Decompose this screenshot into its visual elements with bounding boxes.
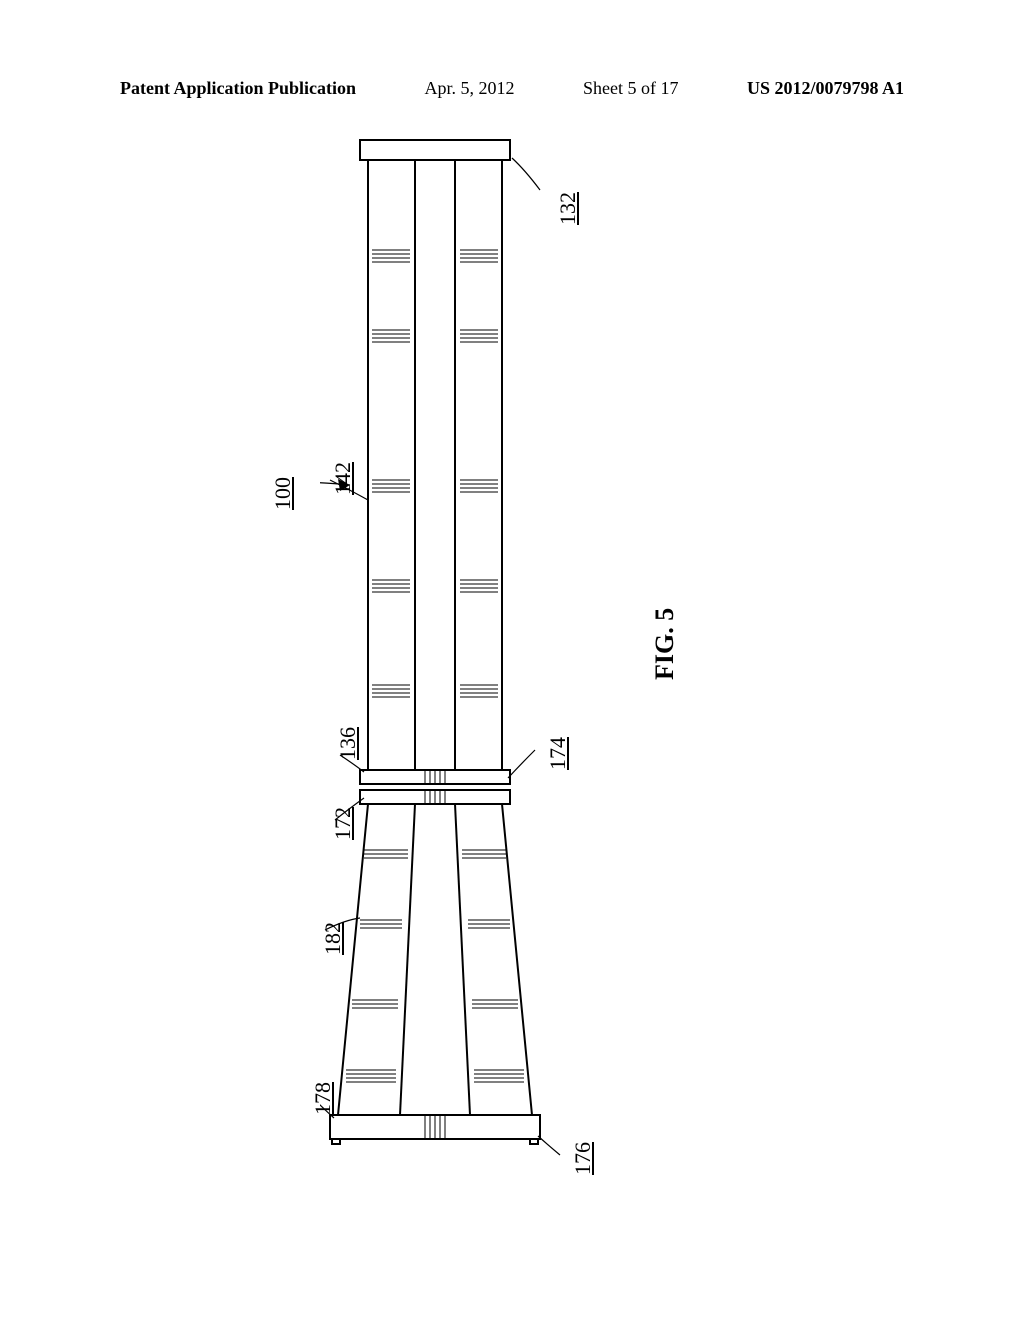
label-136: 136 [335,727,361,760]
tower-drawing [320,130,680,1180]
page-header: Patent Application Publication Apr. 5, 2… [0,78,1024,99]
figure-caption: FIG. 5 [650,608,680,680]
figure-5 [320,130,680,1180]
label-176: 176 [570,1142,596,1175]
publication-type: Patent Application Publication [120,78,356,99]
label-100: 100 [270,477,296,510]
publication-date: Apr. 5, 2012 [425,78,515,99]
sheet-number: Sheet 5 of 17 [583,78,678,99]
label-142: 142 [330,462,356,495]
label-172: 172 [330,807,356,840]
publication-number: US 2012/0079798 A1 [747,78,904,99]
label-178: 178 [310,1082,336,1115]
label-182: 182 [320,922,346,955]
label-132: 132 [555,192,581,225]
label-174: 174 [545,737,571,770]
